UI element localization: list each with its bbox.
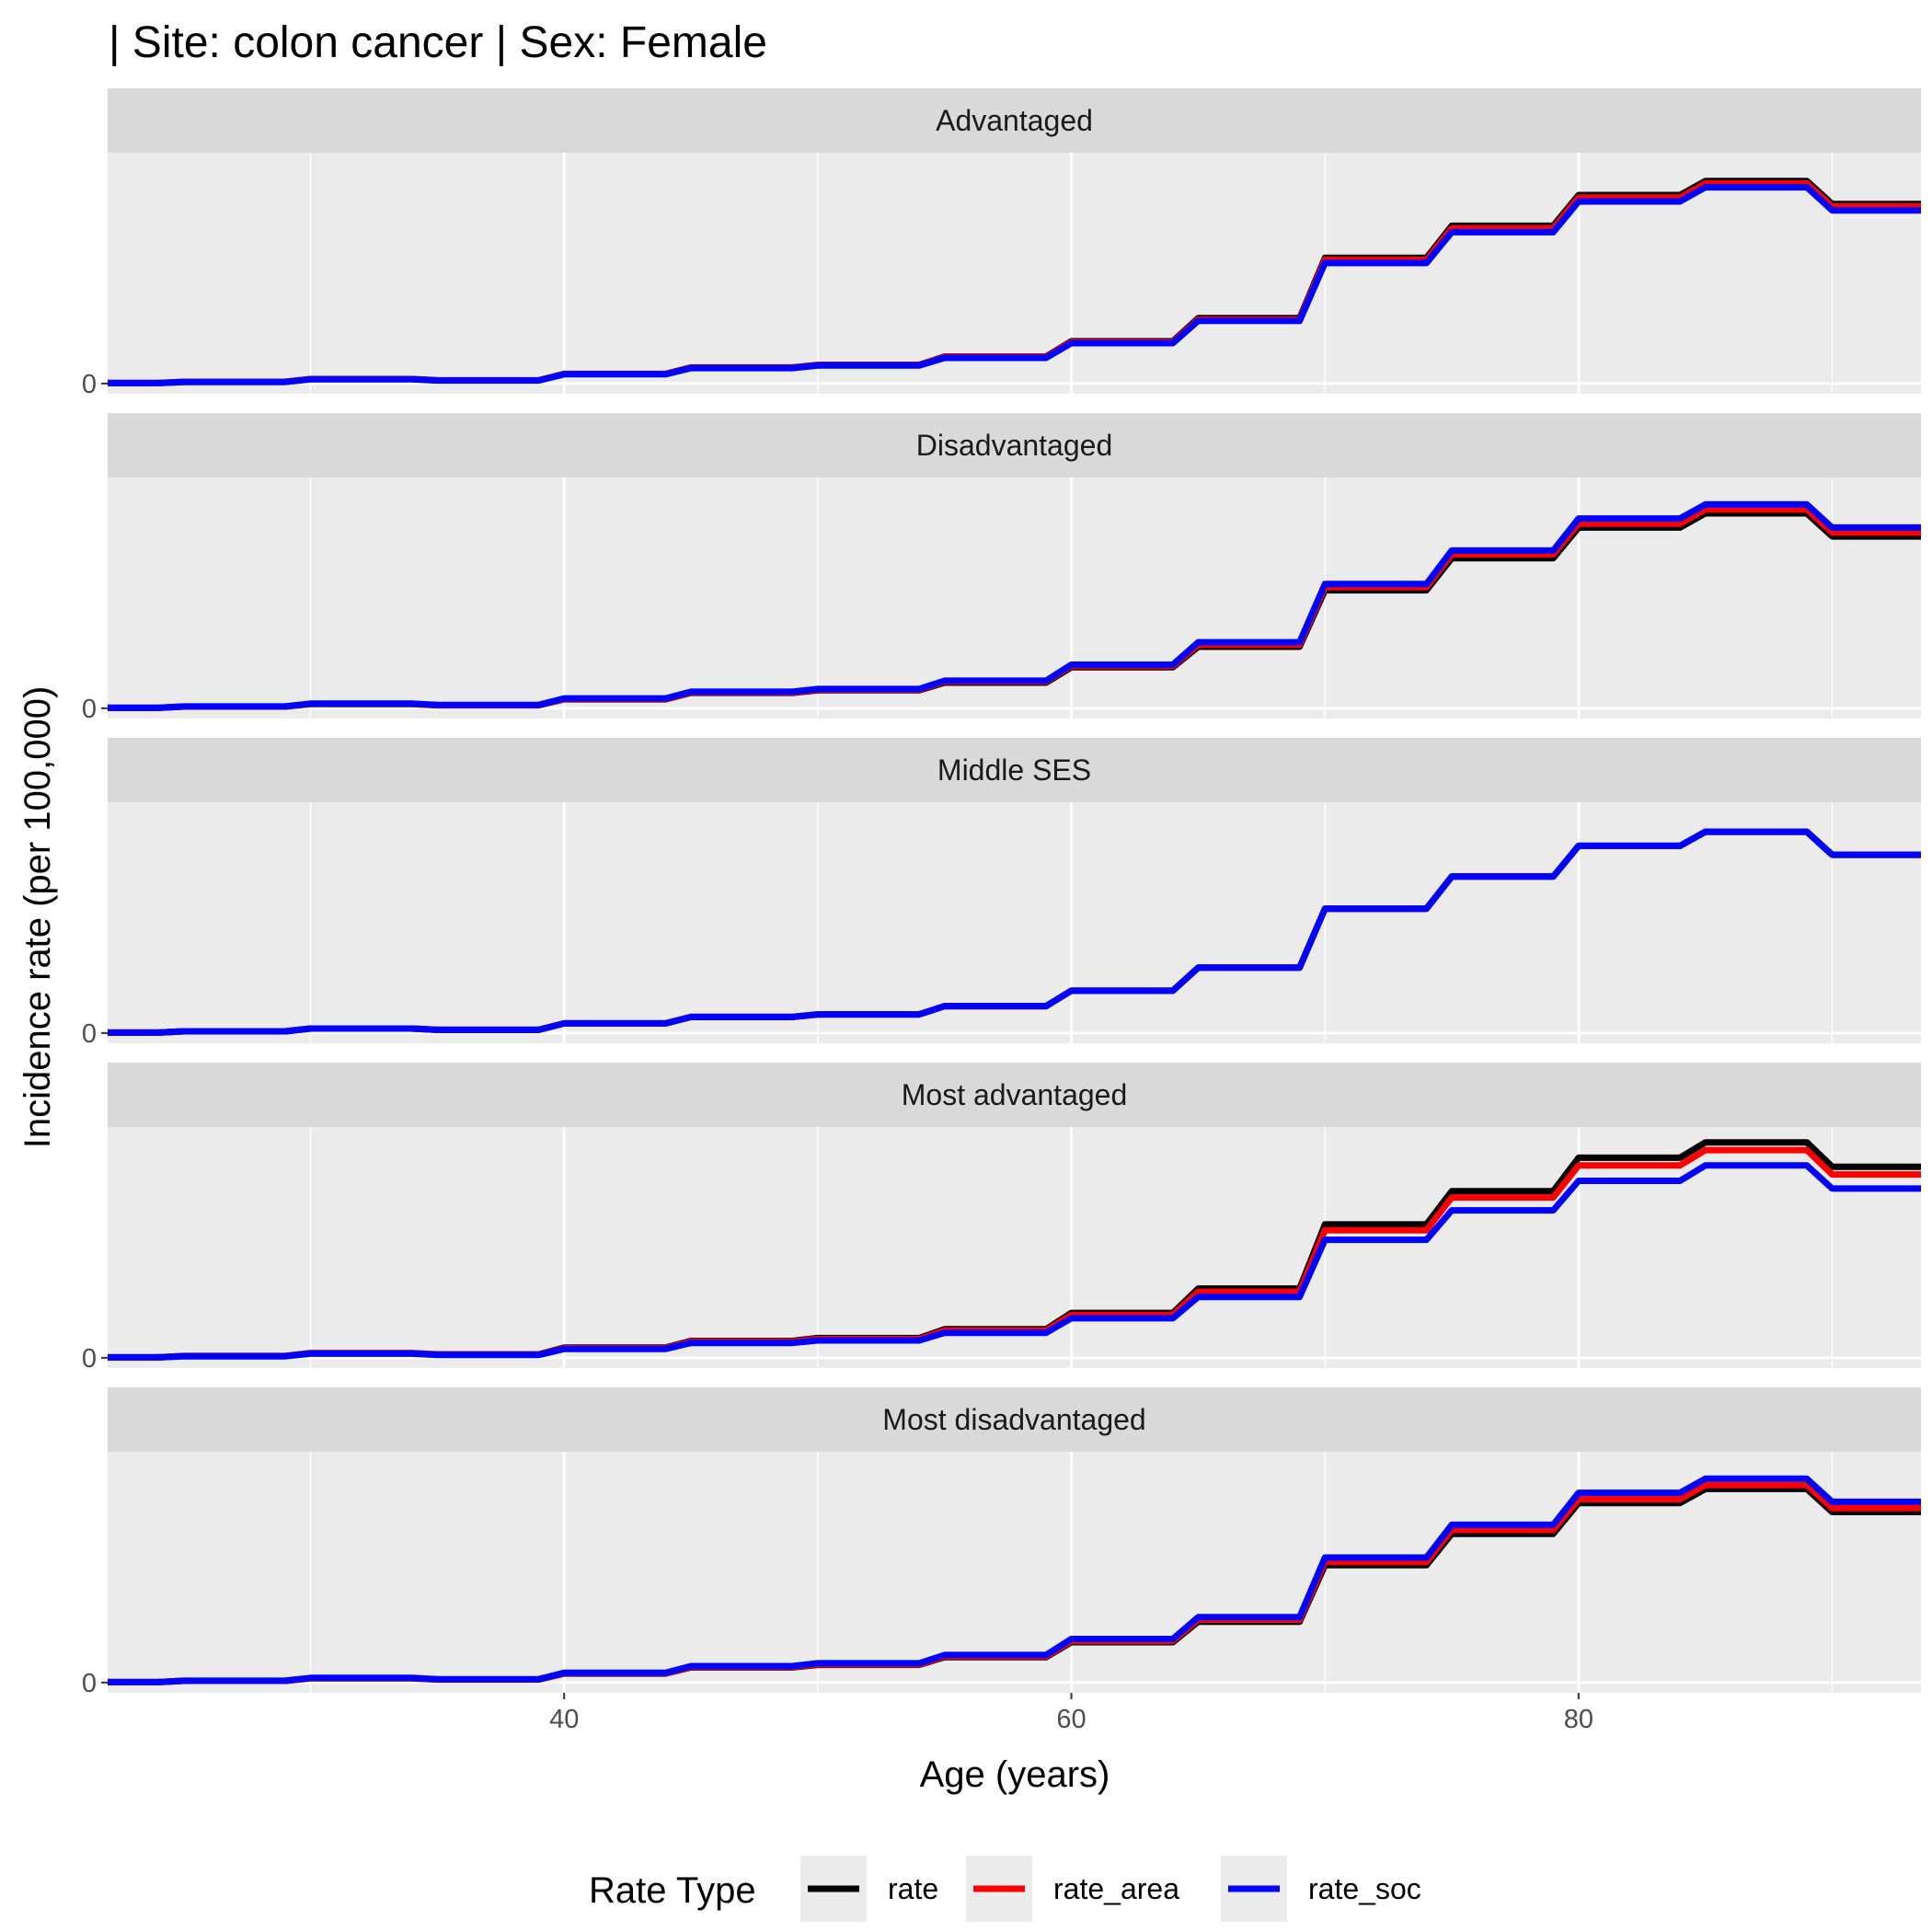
- legend: Rate Type rate rate_area rate_soc: [589, 1856, 1421, 1922]
- chart-title: | Site: colon cancer | Sex: Female: [109, 18, 767, 67]
- facet-strip-label: Most advantaged: [902, 1078, 1128, 1111]
- panel-advantaged: Advantaged 0: [82, 88, 1921, 399]
- facet-strip-label: Middle SES: [937, 753, 1091, 787]
- legend-label-rate-area: rate_area: [1053, 1872, 1179, 1905]
- y-tick-label: 0: [82, 1019, 97, 1049]
- x-tick-label: 60: [1056, 1705, 1086, 1734]
- y-tick-label: 0: [82, 1669, 97, 1698]
- facet-strip: [108, 1387, 1921, 1452]
- x-axis-title: Age (years): [920, 1754, 1110, 1795]
- y-tick-label: 0: [82, 695, 97, 724]
- facet-strip-label: Advantaged: [936, 104, 1093, 137]
- y-tick-label: 0: [82, 370, 97, 399]
- legend-title: Rate Type: [589, 1870, 756, 1911]
- panel-middle-ses: Middle SES 0: [82, 738, 1921, 1049]
- panel-most-disadvantaged: Most disadvantaged 0: [82, 1387, 1921, 1698]
- y-tick-label: 0: [82, 1344, 97, 1374]
- legend-label-rate-soc: rate_soc: [1308, 1872, 1421, 1905]
- series-line-rate-soc: [108, 500, 1921, 711]
- facet-strip: [108, 88, 1921, 153]
- panel-disadvantaged: Disadvantaged 0: [82, 413, 1921, 724]
- series-line-rate-soc: [108, 828, 1921, 1036]
- x-axis: 40 60 80: [549, 1693, 1593, 1734]
- facet-strip: [108, 738, 1921, 802]
- series-line-rate-soc: [108, 1475, 1921, 1685]
- series-line-rate-soc: [108, 184, 1921, 386]
- facet-strip: [108, 413, 1921, 477]
- panel-most-advantaged: Most advantaged 0: [82, 1063, 1921, 1374]
- series-line-rate-soc: [108, 1162, 1921, 1361]
- x-tick-label: 80: [1564, 1705, 1593, 1734]
- y-axis-title: Incidence rate (per 100,000): [17, 686, 58, 1149]
- facet-strip-label: Disadvantaged: [916, 429, 1112, 462]
- facet-strip-label: Most disadvantaged: [882, 1403, 1145, 1436]
- facet-strip: [108, 1063, 1921, 1127]
- legend-label-rate: rate: [888, 1872, 938, 1905]
- x-tick-label: 40: [549, 1705, 579, 1734]
